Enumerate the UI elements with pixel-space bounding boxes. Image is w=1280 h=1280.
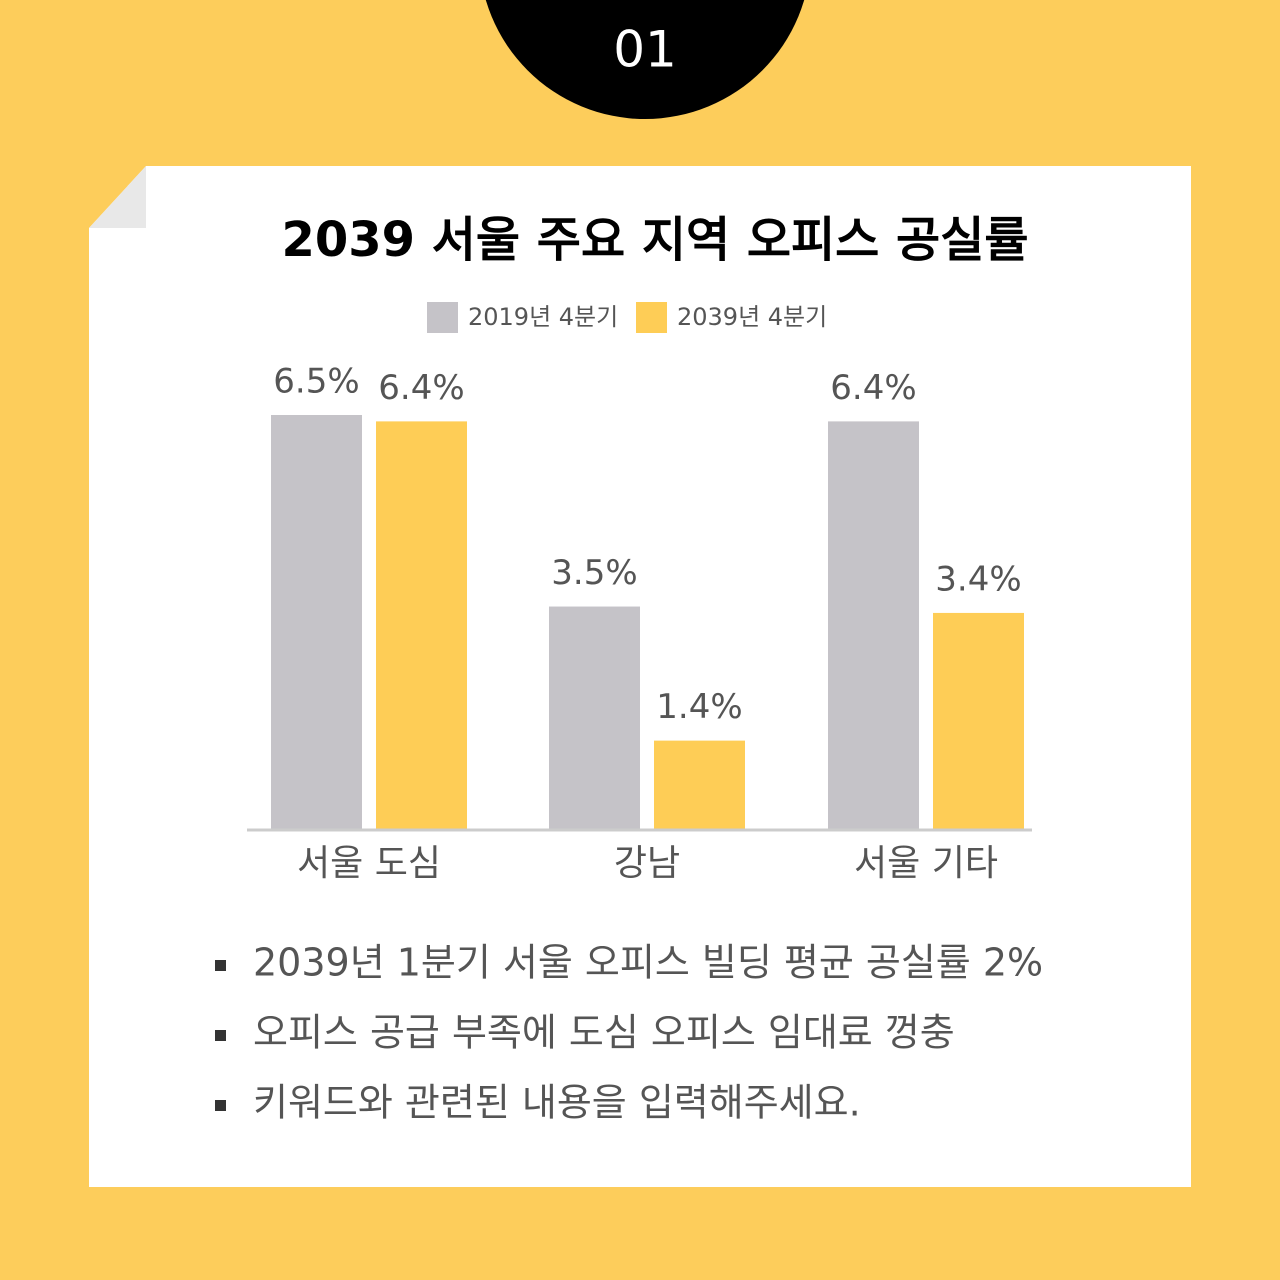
bar bbox=[828, 421, 919, 830]
value-label: 6.4% bbox=[378, 368, 464, 408]
x-tick-label: 서울 기타 bbox=[854, 843, 998, 884]
bar bbox=[271, 415, 362, 830]
legend-swatch bbox=[427, 302, 458, 333]
bullet-marker bbox=[215, 960, 226, 971]
legend-swatch bbox=[636, 302, 667, 333]
card-fold bbox=[89, 166, 146, 228]
badge-circle bbox=[485, 0, 805, 119]
value-label: 6.5% bbox=[273, 362, 359, 402]
value-label: 3.4% bbox=[935, 559, 1021, 599]
bullet-text: 오피스 공급 부족에 도심 오피스 임대료 껑충 bbox=[253, 1011, 955, 1055]
bar bbox=[549, 606, 640, 830]
bullet-marker bbox=[215, 1030, 226, 1041]
chart-title: 2039 서울 주요 지역 오피스 공실률 bbox=[281, 212, 1028, 268]
legend-label: 2019년 4분기 bbox=[468, 303, 618, 331]
value-label: 3.5% bbox=[551, 553, 637, 593]
value-label: 6.4% bbox=[830, 368, 916, 408]
bullet-list: 2039년 1분기 서울 오피스 빌딩 평균 공실률 2% 오피스 공급 부족에 … bbox=[215, 941, 1043, 1125]
bar bbox=[654, 740, 745, 830]
x-tick-label: 강남 bbox=[614, 843, 680, 884]
legend-label: 2039년 4분기 bbox=[677, 303, 827, 331]
bar bbox=[933, 612, 1024, 830]
chart: 2019년 4분기 2039년 4분기 6.5% 6.4% 서울 도심 3.5% 1.4% 강… bbox=[271, 302, 1024, 884]
badge-number: 01 bbox=[613, 21, 677, 79]
bullet-text: 키워드와 관련된 내용을 입력해주세요. bbox=[253, 1081, 861, 1125]
bullet-text: 2039년 1분기 서울 오피스 빌딩 평균 공실률 2% bbox=[253, 941, 1043, 985]
x-tick-label: 서울 도심 bbox=[297, 843, 441, 884]
value-label: 1.4% bbox=[656, 687, 742, 727]
bar bbox=[376, 421, 467, 830]
bullet-marker bbox=[215, 1100, 226, 1111]
